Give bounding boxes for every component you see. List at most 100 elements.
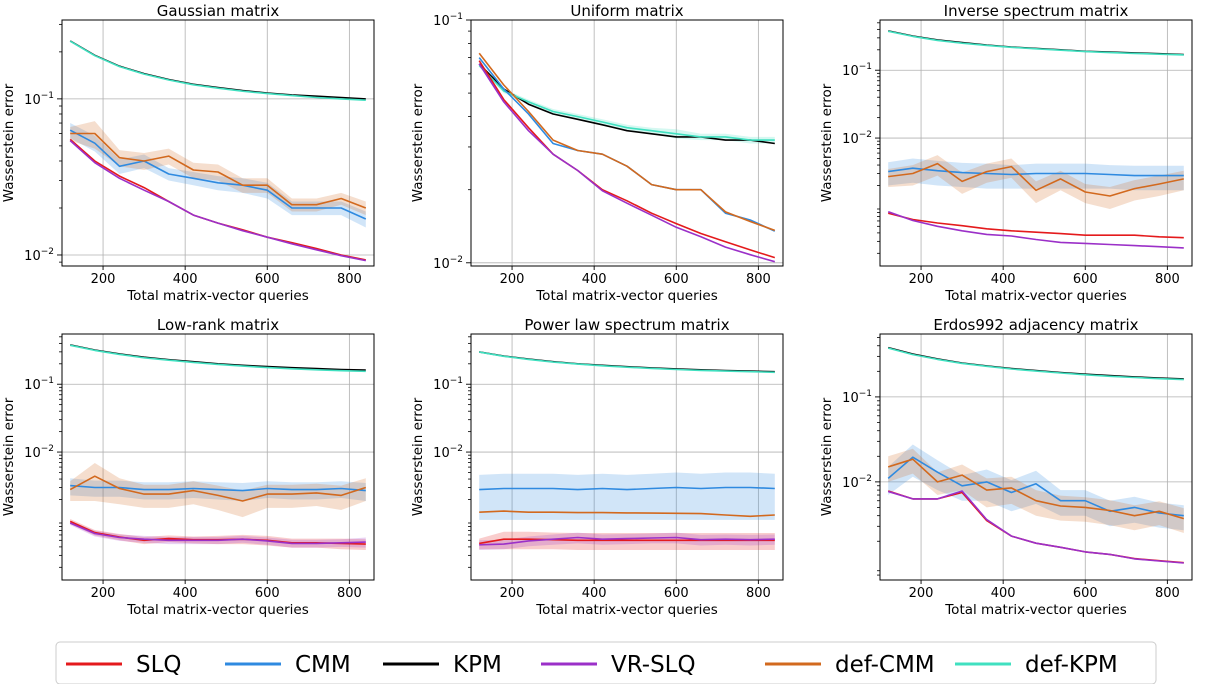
panel-low-rank-matrix: 200 400 600 800 10−2 10−1 Low-rank matrix Total… [1,316,375,618]
series-line-kpm [478,63,775,145]
chart-title: Low-rank matrix [157,316,279,334]
series-line-kpm [888,30,1184,56]
series-line-vr-slq [887,210,1184,249]
y-tick-label: 10−1 [433,12,463,29]
series-line-slq [888,212,1184,239]
x-axis-label: Total matrix-vector queries [126,288,309,304]
series-line-def-kpm [70,344,366,373]
x-tick-label: 200 [909,586,934,601]
x-tick-label: 400 [173,586,198,601]
series-line-vr-slq [887,490,1184,564]
x-tick-label: 400 [582,586,607,601]
legend-label-def-cmm: def-CMM [835,652,935,678]
series-line-def-kpm [478,64,775,141]
x-tick-label: 600 [1073,272,1098,287]
y-axis-label: Wasserstein error [819,397,835,516]
series-line-kpm [887,346,1184,380]
series-line-kpm [69,40,366,100]
x-tick-label: 600 [664,272,689,287]
series-line-def-kpm [479,351,775,374]
x-tick-label: 200 [91,586,116,601]
band-cmm [888,158,1184,191]
series-line-cmm [478,57,776,232]
plot-area [478,52,776,263]
y-tick-label: 10−1 [842,389,872,406]
band-def-kpm [479,63,775,144]
plot-area [479,351,775,550]
series-line-cmm [888,167,1184,177]
y-axis-label: Wasserstein error [410,83,426,202]
chart-title: Erdos992 adjacency matrix [933,316,1138,334]
y-tick-label: 10−1 [24,91,54,108]
x-tick-label: 200 [500,586,525,601]
y-tick-label: 10−2 [433,255,463,272]
y-tick-label: 10−1 [24,376,54,393]
band-cmm [479,472,775,520]
chart-title: Gaussian matrix [157,2,280,20]
x-tick-label: 400 [991,272,1016,287]
series-line-kpm [70,344,366,371]
y-tick-label: 10−2 [24,247,54,264]
legend-label-cmm: CMM [295,652,351,678]
x-tick-label: 800 [337,586,362,601]
series-line-cmm [70,484,366,492]
chart-title: Power law spectrum matrix [524,316,729,334]
series-line-cmm [887,456,1184,517]
legend-label-kpm: KPM [453,652,502,678]
x-axis-label: Total matrix-vector queries [944,288,1127,304]
series-line-def-cmm [69,475,367,502]
series-line-kpm [479,351,775,373]
x-tick-label: 600 [1073,586,1098,601]
y-tick-label: 10−2 [24,444,54,461]
legend: SLQ CMM KPM VR-SLQ def-CMM def-KPM [55,641,1157,684]
x-axis-label: Total matrix-vector queries [944,602,1127,618]
panel-erdos992-adjacency-matrix: 200 400 600 800 10−2 10−1 Erdos992 adjacency m… [819,316,1193,618]
series-line-def-kpm [888,30,1184,56]
x-tick-label: 400 [582,272,607,287]
x-tick-label: 400 [991,586,1016,601]
series-line-vr-slq [479,536,775,546]
y-tick-label: 10−2 [433,444,463,461]
band-vr-slq [479,532,775,550]
series-line-def-cmm [70,132,367,209]
series-line-def-cmm [479,510,775,518]
series-line-vr-slq [69,522,366,545]
panel-power-law-spectrum-matrix: 200 400 600 800 10−2 10−1 Power law spectrum m… [410,316,784,618]
panel-gaussian-matrix: 200 400 600 800 10−2 10−1 Gaussian matrix Total… [1,2,375,304]
plot-area [69,344,367,550]
legend-label-vr-slq: VR-SLQ [611,652,696,678]
x-tick-label: 600 [255,272,280,287]
x-tick-label: 200 [500,272,525,287]
x-axis-label: Total matrix-vector queries [126,602,309,618]
axes-frame [61,19,375,267]
x-tick-label: 400 [173,272,198,287]
plot-area [887,346,1185,564]
plot-area [887,30,1184,249]
series-line-def-kpm [887,347,1184,381]
y-axis-label: Wasserstein error [1,83,17,202]
axes-frame [470,19,784,267]
y-tick-label: 10−1 [842,62,872,79]
axes-frame [470,333,784,581]
panel-uniform-matrix: 200 400 600 800 10−2 10−1 Uniform matrix Total … [410,2,784,304]
y-tick-label: 10−2 [842,130,872,147]
series-line-def-cmm [478,52,776,232]
chart-title: Uniform matrix [570,2,683,20]
y-axis-label: Wasserstein error [410,397,426,516]
legend-label-slq: SLQ [136,652,182,678]
series-line-def-cmm [887,458,1185,520]
x-axis-label: Total matrix-vector queries [535,602,718,618]
x-tick-label: 800 [1155,272,1180,287]
axes-frame [879,19,1193,267]
plot-area [69,40,367,262]
axes-frame [61,333,375,581]
y-tick-label: 10−2 [842,474,872,491]
x-axis-label: Total matrix-vector queries [535,288,718,304]
y-axis-label: Wasserstein error [1,397,17,516]
series-line-cmm [69,129,367,220]
x-tick-label: 600 [664,586,689,601]
band-def-cmm [70,121,366,216]
x-tick-label: 800 [746,586,771,601]
series-line-def-cmm [888,162,1184,197]
